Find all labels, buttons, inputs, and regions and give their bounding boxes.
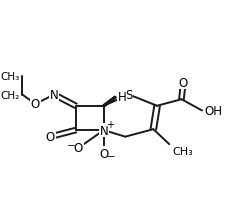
Text: O: O — [178, 76, 187, 89]
Text: OH: OH — [204, 104, 222, 117]
Text: O: O — [46, 131, 55, 143]
Text: CH₃: CH₃ — [171, 146, 192, 156]
Text: O: O — [31, 98, 40, 111]
Text: N: N — [99, 124, 108, 137]
Text: −: − — [66, 140, 75, 150]
Text: +: + — [106, 119, 114, 129]
Text: H: H — [117, 90, 126, 103]
Text: O: O — [73, 142, 83, 155]
Text: N: N — [49, 89, 58, 102]
Text: O: O — [99, 147, 108, 160]
Text: S: S — [125, 89, 132, 102]
Text: CH₂: CH₂ — [0, 91, 19, 101]
Text: −: − — [106, 152, 115, 162]
Text: CH₃: CH₃ — [0, 71, 19, 81]
